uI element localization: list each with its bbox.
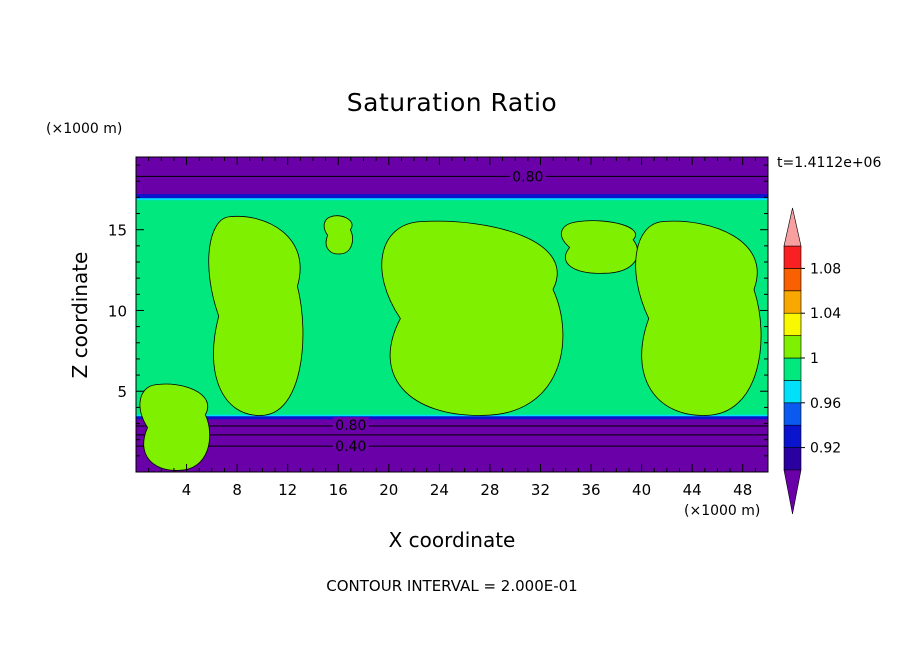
supersaturated-region-1: [208, 215, 304, 416]
colorbar-upper-triangle: [783, 207, 802, 247]
contour-label-bg-2: [332, 438, 369, 454]
colorbar-label-3: 0.96: [810, 396, 841, 412]
x-tick-label-32: 32: [531, 481, 550, 499]
x-tick-label-24: 24: [430, 481, 449, 499]
x-tick-label-44: 44: [683, 481, 702, 499]
x-tick-label-12: 12: [278, 481, 297, 499]
y-tick-label-15: 15: [108, 222, 127, 240]
upper-transition-blue: [136, 194, 768, 199]
chart-title: Saturation Ratio: [346, 88, 558, 117]
colorbar-swatch-1: [783, 424, 802, 448]
colorbar-label-1: 1.04: [810, 306, 841, 322]
layer-band-0: [136, 157, 768, 199]
colorbar-swatch-3: [783, 380, 802, 404]
colorbar-swatch-5: [783, 335, 802, 359]
x-tick-label-16: 16: [329, 481, 348, 499]
upper-transition-cyan: [136, 198, 768, 201]
supersaturated-region-3: [381, 220, 564, 416]
colorbar-swatch-9: [783, 245, 802, 269]
supersaturated-region-4: [560, 220, 639, 274]
colorbar-swatch-2: [783, 402, 802, 426]
colorbar-label-4: 0.92: [810, 441, 841, 457]
x-tick-label-40: 40: [632, 481, 651, 499]
colorbar-lower-triangle: [783, 469, 802, 515]
x-tick-label-36: 36: [581, 481, 600, 499]
colorbar-label-0: 1.08: [810, 261, 841, 277]
contour-label-bg-1: [332, 417, 369, 433]
y-tick-label-5: 5: [117, 383, 127, 401]
x-tick-label-28: 28: [480, 481, 499, 499]
x-tick-label-4: 4: [182, 481, 192, 499]
x-tick-label-20: 20: [379, 481, 398, 499]
contour-label-1: 0.80: [335, 418, 366, 434]
lower-transition-blue: [136, 416, 768, 420]
supersaturated-region-0: [139, 383, 211, 471]
contour-label-2: 0.40: [335, 439, 366, 455]
supersaturated-region-5: [635, 220, 762, 416]
colorbar-swatch-8: [783, 268, 802, 292]
supersaturated-region-2: [323, 215, 353, 255]
colorbar-label-2: 1: [810, 351, 819, 367]
contour-label-bg-0: [509, 168, 546, 184]
colorbar-swatch-4: [783, 357, 802, 381]
contour-label-0: 0.80: [512, 169, 543, 185]
field-group: 0.80 0.80 0.40: [136, 157, 768, 472]
layer-band-2: [136, 415, 768, 472]
contour-interval-label: CONTOUR INTERVAL = 2.000E-01: [326, 577, 578, 595]
y-axis-unit: (×1000 m): [46, 121, 123, 137]
colorbar-swatch-6: [783, 312, 802, 336]
x-tick-label-8: 8: [232, 481, 242, 499]
time-label: t=1.4112e+06: [777, 155, 882, 171]
y-tick-label-10: 10: [108, 302, 127, 320]
x-tick-label-48: 48: [733, 481, 752, 499]
x-axis-unit: (×1000 m): [684, 503, 761, 519]
colorbar-swatch-7: [783, 290, 802, 314]
x-axis-label: X coordinate: [388, 528, 516, 552]
lower-transition-cyan: [136, 414, 768, 418]
colorbar-swatch-0: [783, 447, 802, 471]
